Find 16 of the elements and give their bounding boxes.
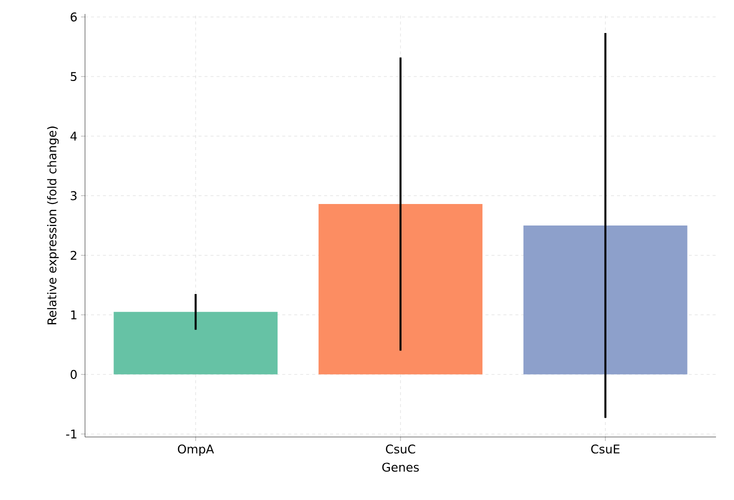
- y-tick-label: 0: [70, 370, 77, 379]
- x-tick-label: OmpA: [178, 444, 214, 456]
- bar: [114, 312, 278, 374]
- x-tick-label: CsuC: [386, 444, 416, 454]
- y-tick-label: 6: [70, 12, 77, 22]
- y-tick-label: 2: [70, 250, 76, 260]
- y-axis-title: Relative expression (fold change): [47, 126, 59, 324]
- bar: [523, 225, 688, 374]
- bar: [318, 204, 482, 374]
- y-tick-label: 4: [70, 132, 77, 140]
- y-tick-label: -1: [66, 430, 76, 438]
- x-axis-title: Genes: [382, 462, 419, 472]
- x-tick-label: CsuE: [591, 444, 620, 454]
- y-tick-label: 3: [70, 191, 77, 200]
- y-tick-label: 5: [70, 72, 76, 81]
- y-tick-label: 1: [71, 310, 76, 320]
